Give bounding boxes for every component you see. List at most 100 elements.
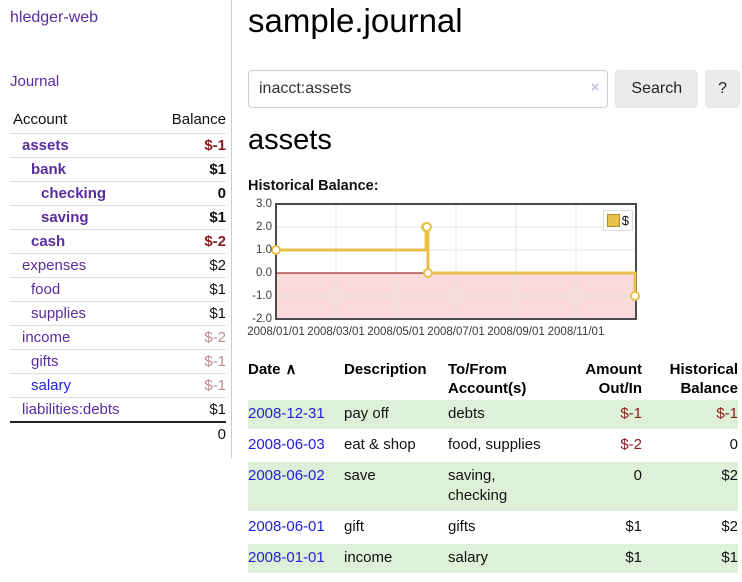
account-balance: $-1 (204, 353, 226, 370)
date-column-header[interactable]: Date ∧ (248, 358, 344, 400)
transaction-date-cell: 2008-01-01 (248, 543, 344, 575)
transaction-amount: $1 (554, 543, 642, 575)
account-link[interactable]: supplies (31, 305, 87, 322)
x-axis-tick-label: 2008/05/01 (367, 326, 425, 338)
account-heading: assets (248, 124, 332, 156)
search-input[interactable] (248, 70, 609, 108)
account-row: saving $1 (10, 206, 226, 230)
account-link-cell: supplies (10, 302, 152, 326)
register-header-row: Date ∧ Description To/From Account(s) Amo… (248, 358, 738, 400)
account-link-cell: saving (10, 206, 152, 230)
transaction-date-link[interactable]: 2008-06-03 (248, 436, 325, 453)
balance-column-header: Balance (171, 111, 226, 128)
y-axis-tick-label: 1.0 (256, 244, 272, 256)
search-help-button[interactable]: ? (705, 70, 740, 108)
account-link-cell: checking (10, 182, 152, 206)
transaction-date-cell: 2008-06-02 (248, 461, 344, 513)
legend-label: $ (621, 213, 629, 228)
transaction-date-link[interactable]: 2008-06-02 (248, 467, 325, 484)
accounts-total-row: 0 (10, 422, 226, 446)
account-link-cell: assets (10, 134, 152, 158)
account-link[interactable]: salary (31, 377, 72, 394)
sidebar-item-journal[interactable]: Journal (10, 73, 60, 90)
account-link[interactable]: gifts (31, 353, 59, 370)
account-link[interactable]: checking (41, 185, 107, 202)
y-axis-tick-label: 0.0 (256, 267, 272, 279)
account-link[interactable]: cash (31, 233, 66, 250)
account-row: income $-2 (10, 326, 226, 350)
search-box: × (248, 70, 609, 108)
y-axis-tick-label: 2.0 (256, 221, 272, 233)
account-balance: $1 (209, 209, 226, 226)
transaction-description: pay off (344, 400, 448, 431)
account-row: assets $-1 (10, 134, 226, 158)
transaction-accounts: salary (448, 543, 554, 575)
account-row: checking 0 (10, 182, 226, 206)
accounts-column-header: To/From Account(s) (448, 361, 527, 397)
account-column-header: Account (13, 111, 68, 128)
search-bar: × Search ? (248, 70, 740, 108)
y-axis-tick-label: -1.0 (252, 290, 272, 302)
accounts-table-header-row: Account Balance (10, 107, 226, 134)
account-row: food $1 (10, 278, 226, 302)
sort-ascending-icon: ∧ (285, 361, 297, 378)
transaction-balance: 0 (642, 430, 738, 462)
transaction-accounts: gifts (448, 512, 554, 544)
register-table: Date ∧ Description To/From Account(s) Amo… (248, 358, 738, 575)
transaction-row: 2008-06-03 eat & shop food, supplies $-2… (248, 430, 738, 462)
transaction-amount: $1 (554, 512, 642, 544)
account-balance: $1 (209, 401, 226, 418)
date-header-label: Date (248, 361, 281, 378)
account-row: liabilities:debts $1 (10, 398, 226, 422)
balance-chart-svg (271, 203, 641, 320)
transaction-description: gift (344, 512, 448, 544)
transaction-accounts: saving, checking (448, 461, 554, 513)
account-row: supplies $1 (10, 302, 226, 326)
account-link[interactable]: bank (31, 161, 67, 178)
search-button[interactable]: Search (615, 70, 699, 108)
account-balance: $1 (209, 161, 226, 178)
transaction-date-link[interactable]: 2008-12-31 (248, 405, 325, 422)
transaction-date-link[interactable]: 2008-06-01 (248, 518, 325, 535)
account-link-cell: income (10, 326, 152, 350)
account-link[interactable]: saving (41, 209, 89, 226)
y-axis-tick-label: 3.0 (256, 198, 272, 210)
account-row: expenses $2 (10, 254, 226, 278)
accounts-total-value: 0 (217, 426, 226, 443)
transaction-description: save (344, 461, 448, 513)
account-row: cash $-2 (10, 230, 226, 254)
account-link-cell: cash (10, 230, 152, 254)
account-balance: $1 (209, 281, 226, 298)
x-axis-tick-label: 2008/03/01 (307, 326, 365, 338)
balance-column-header: Historical Balance (669, 361, 738, 397)
account-link[interactable]: expenses (22, 257, 87, 274)
transaction-amount: $-1 (554, 400, 642, 431)
clear-search-icon[interactable]: × (590, 79, 600, 96)
transaction-description: income (344, 543, 448, 575)
account-link[interactable]: income (22, 329, 71, 346)
account-row: gifts $-1 (10, 350, 226, 374)
account-link[interactable]: food (31, 281, 61, 298)
legend-dollar-swatch-icon (606, 214, 620, 227)
transaction-row: 2008-06-01 gift gifts $1 $2 (248, 512, 738, 544)
transaction-amount: $-2 (554, 430, 642, 462)
x-axis-tick-label: 2008/01/01 (247, 326, 305, 338)
transaction-date-link[interactable]: 2008-01-01 (248, 549, 325, 566)
account-balance: 0 (217, 185, 226, 202)
x-axis-tick-label: 2008/11/01 (547, 326, 605, 338)
account-link[interactable]: liabilities:debts (22, 401, 120, 418)
account-link[interactable]: assets (22, 137, 69, 154)
transaction-date-cell: 2008-12-31 (248, 400, 344, 431)
y-axis-tick-label: -2.0 (252, 313, 272, 325)
description-column-header: Description (344, 361, 427, 378)
app-title-link[interactable]: hledger-web (10, 9, 99, 26)
account-link-cell: salary (10, 374, 152, 398)
page-title: sample.journal (248, 2, 463, 39)
account-row: bank $1 (10, 158, 226, 182)
chart-legend: $ (602, 210, 633, 231)
transaction-balance: $1 (642, 543, 738, 575)
account-balance: $-1 (204, 137, 226, 154)
transaction-date-cell: 2008-06-01 (248, 512, 344, 544)
transaction-description: eat & shop (344, 430, 448, 462)
transaction-balance: $-1 (642, 400, 738, 431)
